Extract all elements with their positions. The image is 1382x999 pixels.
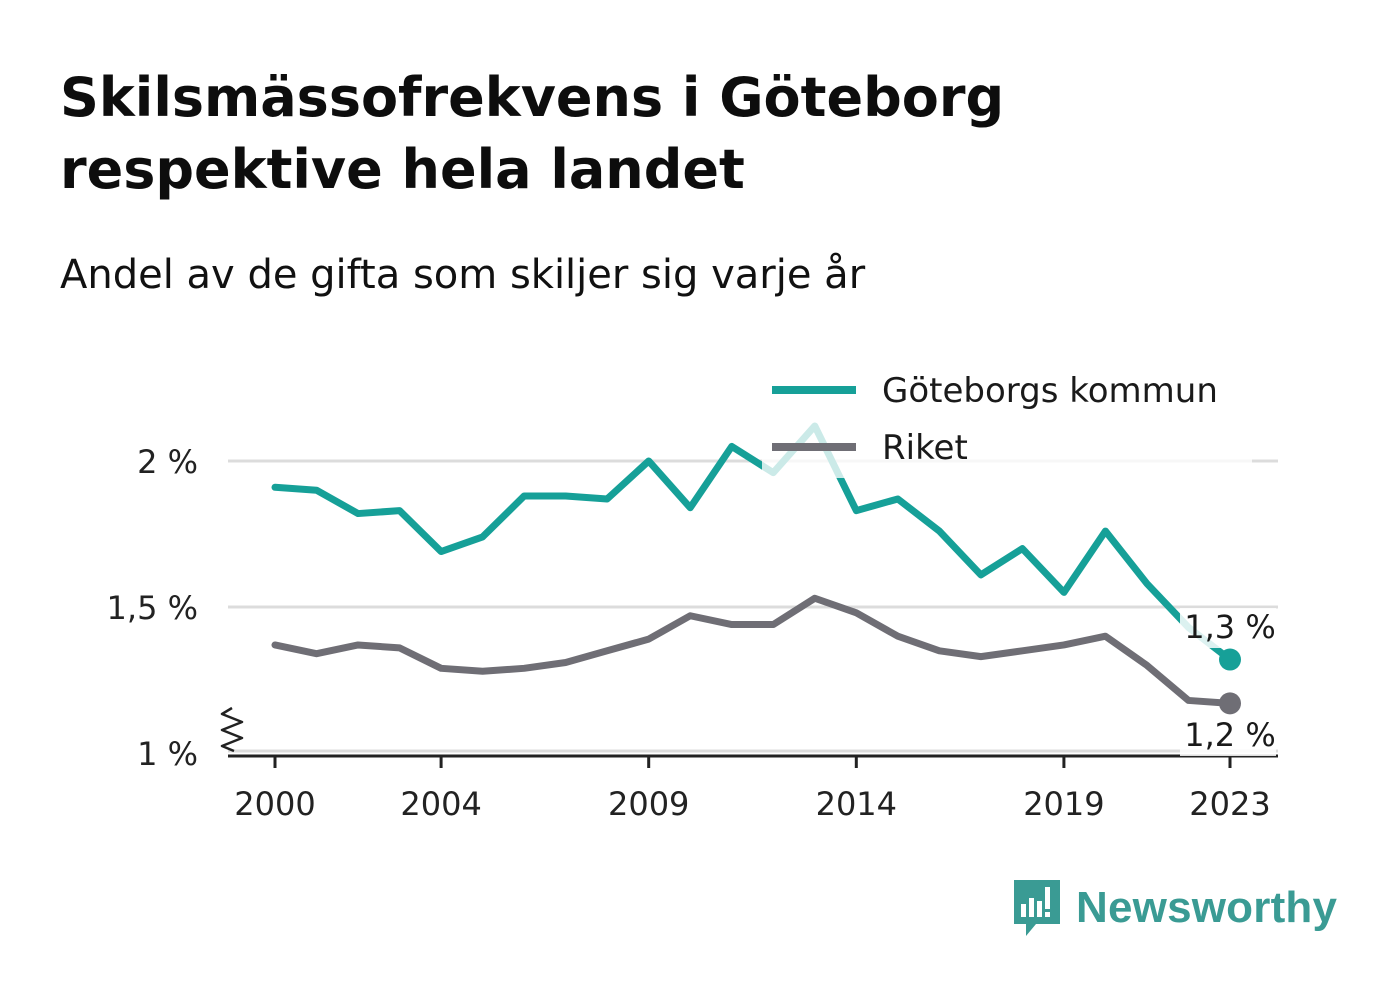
x-tick-label: 2023 bbox=[1189, 785, 1270, 823]
legend: Göteborgs kommun Riket bbox=[762, 358, 1252, 478]
x-tick-label: 2009 bbox=[608, 785, 689, 823]
newsworthy-logo: Newsworthy bbox=[1012, 878, 1337, 938]
y-axis: 1 % 1,5 % 2 % bbox=[107, 443, 244, 773]
y-tick-label: 1,5 % bbox=[107, 589, 198, 627]
x-tick-label: 2014 bbox=[816, 785, 897, 823]
x-tick-label: 2019 bbox=[1023, 785, 1104, 823]
x-axis: 2000 2004 2009 2014 2019 2023 bbox=[228, 754, 1278, 823]
x-tick-label: 2004 bbox=[400, 785, 481, 823]
legend-label: Göteborgs kommun bbox=[882, 371, 1218, 411]
brand-name: Newsworthy bbox=[1076, 883, 1338, 932]
gridlines bbox=[228, 459, 1278, 753]
end-labels: 1,3 % 1,2 % bbox=[1180, 608, 1276, 756]
end-label-background bbox=[1180, 716, 1276, 756]
series-end-point bbox=[1219, 648, 1241, 671]
legend-label: Riket bbox=[882, 428, 968, 468]
end-value-label: 1,2 % bbox=[1184, 716, 1275, 754]
x-tick-label: 2000 bbox=[234, 785, 315, 823]
end-value-label: 1,3 % bbox=[1184, 608, 1275, 646]
y-tick-label: 1 % bbox=[137, 735, 198, 773]
series-end-point bbox=[1219, 692, 1241, 715]
y-tick-label: 2 % bbox=[137, 443, 198, 481]
end-label-background bbox=[1180, 608, 1276, 648]
legend-background bbox=[762, 358, 1252, 478]
series-line-riket bbox=[271, 594, 1234, 707]
bar-chart-speech-bubble-icon bbox=[1014, 880, 1060, 936]
chart-title: Skilsmässofrekvens i Göteborg respektive… bbox=[60, 66, 1005, 201]
axis-break-icon bbox=[220, 706, 244, 753]
chart-subtitle: Andel av de gifta som skiljer sig varje … bbox=[60, 252, 866, 298]
series-lines bbox=[271, 422, 1241, 715]
series-line-goteborg bbox=[271, 422, 1234, 664]
